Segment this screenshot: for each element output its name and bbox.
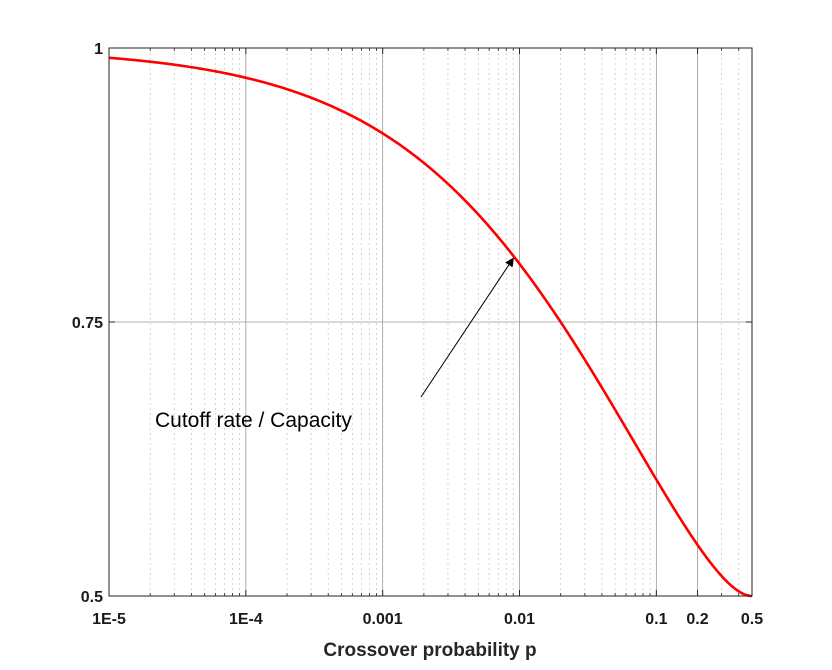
x-tick-label: 0.01 xyxy=(504,611,535,628)
x-tick-label: 0.2 xyxy=(686,611,708,628)
x-tick-label: 0.001 xyxy=(363,611,403,628)
y-tick-labels: 0.5 0.75 1 xyxy=(72,41,103,606)
x-tick-label: 0.1 xyxy=(645,611,667,628)
annotation-arrow xyxy=(420,257,514,398)
y-tick-label: 0.75 xyxy=(72,315,103,332)
tick-marks xyxy=(108,47,753,597)
annotation-layer: Cutoff rate / Capacity xyxy=(155,257,514,432)
series-layer xyxy=(108,56,753,598)
x-axis-title: Crossover probability p xyxy=(323,640,536,661)
y-tick-label: 0.5 xyxy=(81,589,103,606)
annotation-text: Cutoff rate / Capacity xyxy=(155,409,352,432)
series-line xyxy=(108,56,753,598)
x-tick-labels: 1E-5 1E-4 0.001 0.01 0.1 0.2 0.5 xyxy=(92,611,763,628)
x-tick-label: 1E-4 xyxy=(229,611,263,628)
y-tick-label: 1 xyxy=(94,41,103,58)
x-tick-label: 0.5 xyxy=(741,611,763,628)
x-tick-label: 1E-5 xyxy=(92,611,126,628)
